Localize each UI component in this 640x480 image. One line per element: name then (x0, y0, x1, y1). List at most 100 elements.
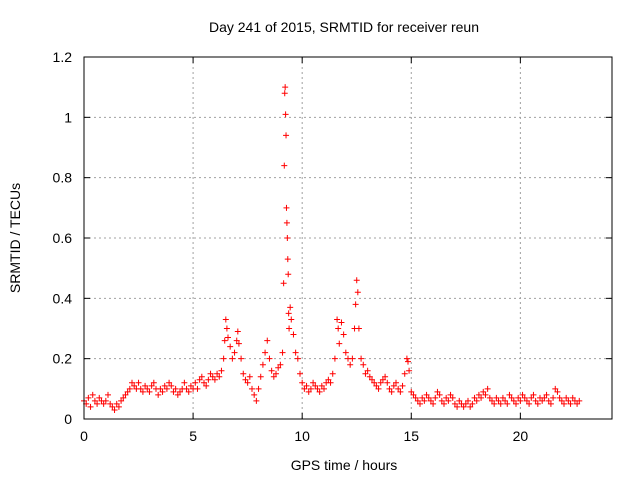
data-point (454, 403, 461, 410)
data-point (390, 382, 397, 389)
data-point (523, 397, 530, 404)
data-point (283, 204, 290, 211)
data-point (427, 397, 434, 404)
data-point (373, 382, 380, 389)
data-point (354, 289, 361, 296)
data-point (504, 400, 511, 407)
data-point (371, 379, 378, 386)
data-point (347, 361, 354, 368)
data-point (155, 391, 162, 398)
data-point (146, 388, 153, 395)
data-point (216, 373, 223, 380)
grid-lines (84, 57, 612, 419)
data-point (543, 391, 550, 398)
data-point (312, 382, 319, 389)
data-point (506, 391, 513, 398)
data-point (85, 394, 92, 401)
data-point (279, 349, 286, 356)
data-point (198, 373, 205, 380)
data-point (384, 379, 391, 386)
data-point (534, 400, 541, 407)
data-point (530, 391, 537, 398)
data-point (284, 235, 291, 241)
data-point (209, 373, 216, 380)
data-point (142, 382, 149, 389)
data-point (329, 370, 336, 377)
data-point (285, 271, 292, 278)
data-point (349, 355, 356, 362)
data-point (122, 391, 129, 398)
data-point (120, 394, 127, 401)
data-point (508, 394, 515, 401)
y-tick-label: 0 (64, 411, 72, 427)
data-point (491, 400, 498, 407)
data-point (94, 400, 101, 407)
data-point (519, 391, 526, 398)
data-point (148, 382, 155, 389)
x-tick-label: 0 (80, 428, 88, 444)
data-point (270, 373, 277, 380)
data-point (366, 373, 373, 380)
chart-title: Day 241 of 2015, SRMTID for receiver reu… (209, 19, 479, 35)
data-point (273, 370, 279, 377)
data-point (234, 328, 241, 335)
data-point (338, 319, 345, 326)
data-point (280, 280, 287, 287)
data-point (286, 325, 293, 332)
data-point (277, 361, 284, 368)
data-point (113, 400, 120, 407)
data-point (246, 373, 253, 380)
data-point (425, 394, 432, 401)
data-point (181, 379, 188, 386)
data-point (170, 388, 177, 395)
data-point (358, 355, 365, 362)
x-axis-label: GPS time / hours (291, 457, 398, 473)
data-point (264, 337, 271, 344)
data-point (510, 397, 517, 404)
data-point (287, 304, 294, 311)
data-point (456, 397, 463, 404)
data-point (201, 379, 207, 386)
data-point (410, 391, 417, 398)
data-point (443, 394, 450, 401)
data-point (331, 355, 338, 362)
data-point (388, 388, 395, 395)
data-point (282, 111, 289, 118)
data-point (172, 385, 179, 392)
data-point (473, 397, 480, 404)
data-point (220, 355, 227, 362)
data-point (318, 382, 325, 389)
data-point (423, 391, 430, 398)
data-point (517, 397, 524, 404)
y-axis-label: SRMTID / TECUs (7, 183, 23, 293)
data-point (393, 379, 399, 386)
x-tick-label: 10 (294, 428, 310, 444)
data-point (360, 361, 367, 368)
data-point (235, 340, 242, 347)
data-point (251, 391, 258, 398)
data-point (307, 385, 314, 392)
data-point (486, 394, 493, 401)
data-point (259, 361, 266, 368)
data-point (129, 379, 135, 386)
data-point (499, 394, 506, 401)
data-point (102, 397, 109, 404)
data-point (353, 277, 360, 284)
data-point (238, 355, 245, 362)
data-point (166, 379, 173, 386)
data-point (303, 382, 310, 389)
data-point (283, 132, 290, 139)
data-point (196, 376, 203, 383)
data-point (301, 385, 308, 392)
data-point (135, 379, 142, 386)
data-point (316, 388, 323, 395)
data-point (336, 340, 343, 347)
data-point (222, 316, 229, 323)
data-point (569, 394, 576, 401)
data-point (185, 388, 192, 395)
data-point (377, 379, 384, 386)
data-point (294, 355, 301, 362)
data-point (275, 364, 282, 371)
data-point (414, 397, 421, 404)
